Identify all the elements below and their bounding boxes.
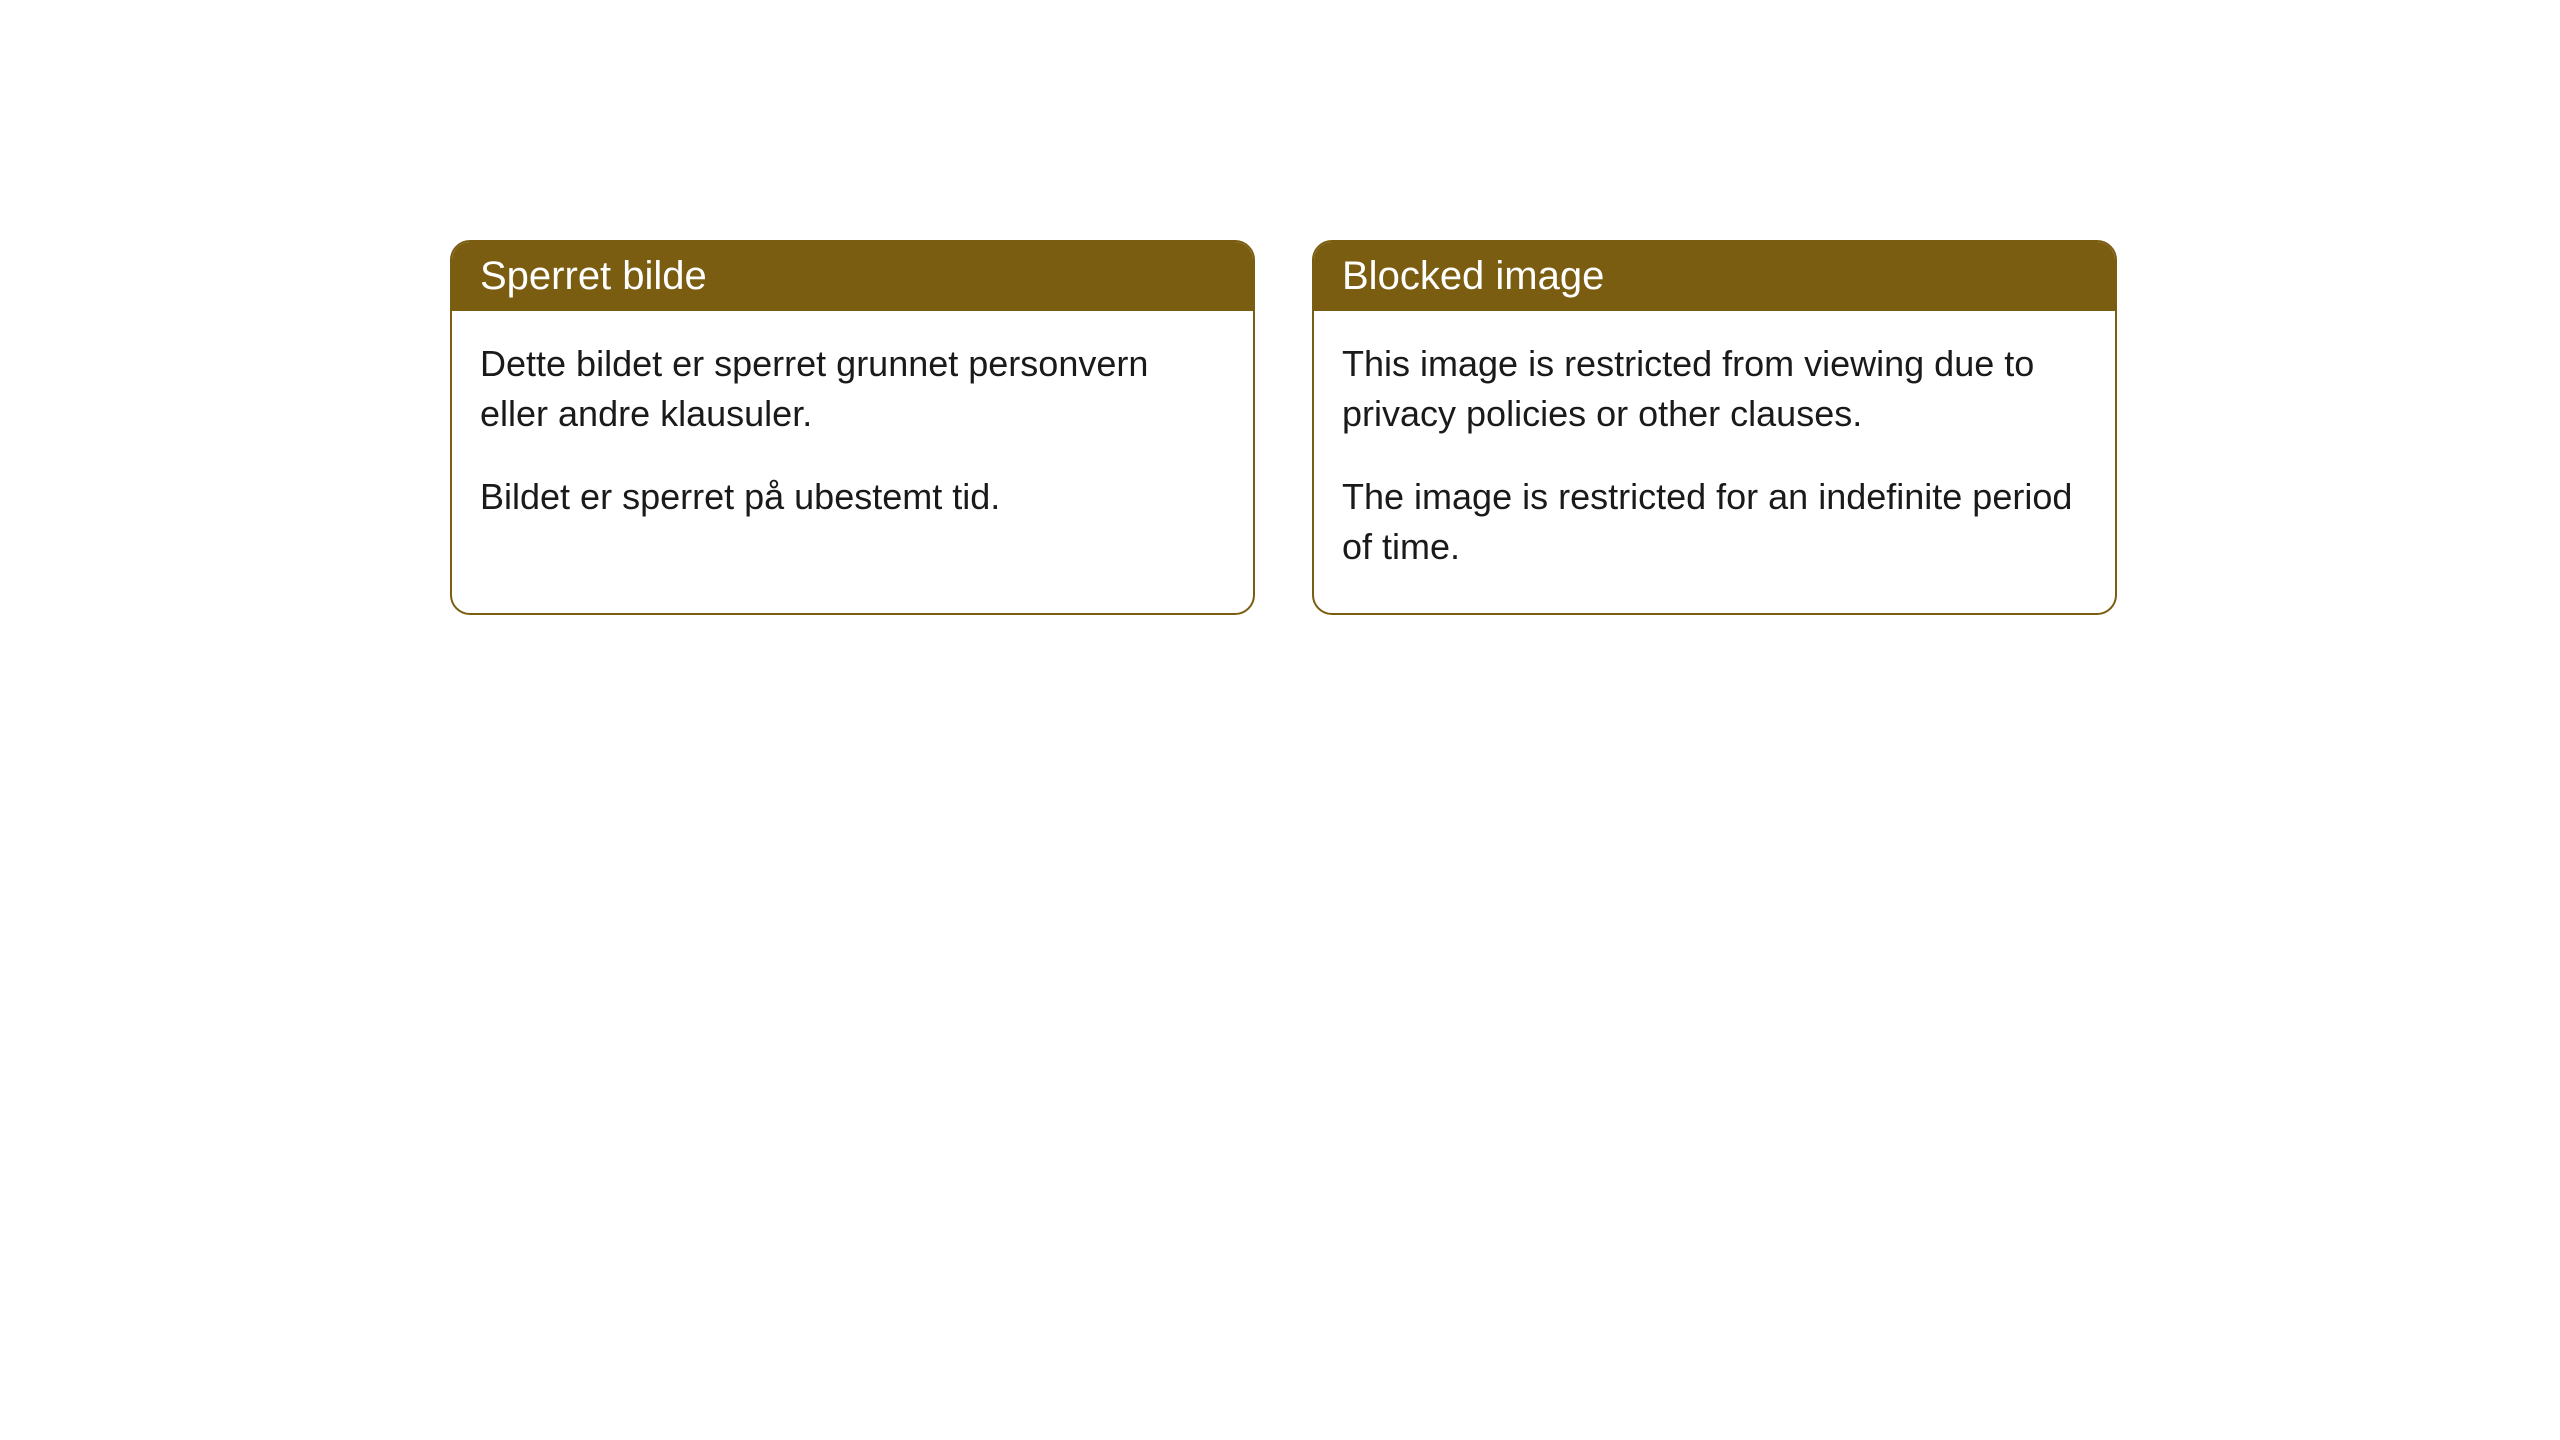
card-body-english: This image is restricted from viewing du…	[1314, 311, 2115, 613]
card-title-english: Blocked image	[1342, 254, 1604, 298]
card-paragraph-1-norwegian: Dette bildet er sperret grunnet personve…	[480, 339, 1225, 440]
card-paragraph-1-english: This image is restricted from viewing du…	[1342, 339, 2087, 440]
cards-container: Sperret bilde Dette bildet er sperret gr…	[0, 0, 2560, 615]
card-english: Blocked image This image is restricted f…	[1312, 240, 2117, 615]
card-title-norwegian: Sperret bilde	[480, 254, 707, 298]
card-norwegian: Sperret bilde Dette bildet er sperret gr…	[450, 240, 1255, 615]
card-header-norwegian: Sperret bilde	[452, 242, 1253, 311]
card-body-norwegian: Dette bildet er sperret grunnet personve…	[452, 311, 1253, 562]
card-header-english: Blocked image	[1314, 242, 2115, 311]
card-paragraph-2-english: The image is restricted for an indefinit…	[1342, 472, 2087, 573]
card-paragraph-2-norwegian: Bildet er sperret på ubestemt tid.	[480, 472, 1225, 522]
